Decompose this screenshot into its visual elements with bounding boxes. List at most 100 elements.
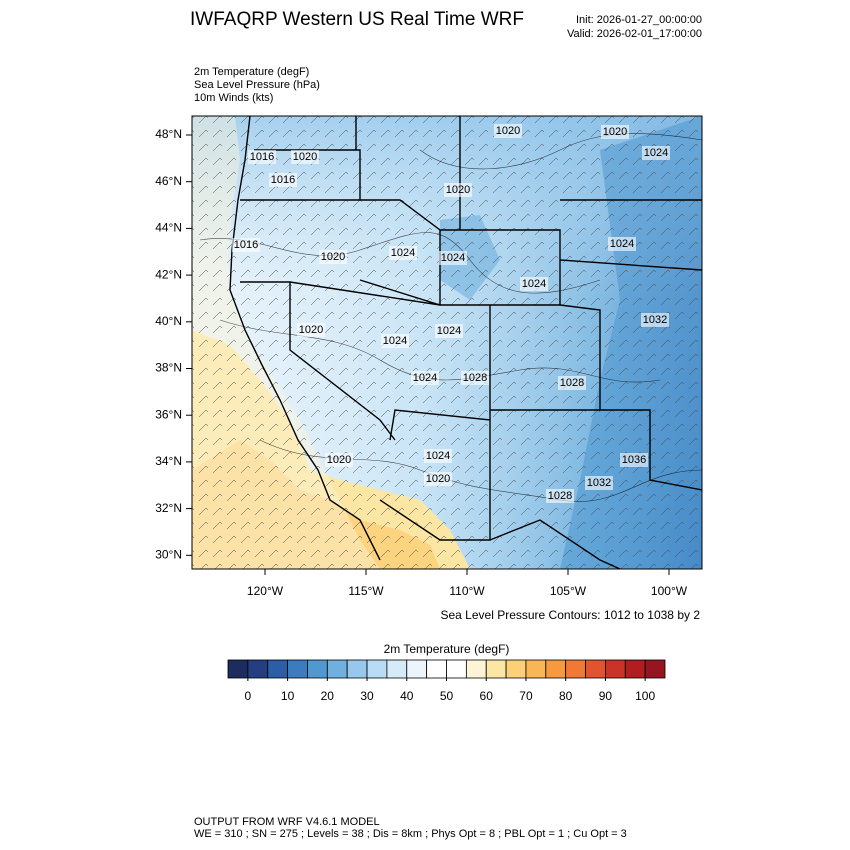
coastline bbox=[229, 116, 381, 561]
contour-label: 1028 bbox=[560, 377, 584, 389]
contour-label-box bbox=[269, 173, 297, 187]
colorbar-box bbox=[386, 659, 408, 679]
colorbar-box bbox=[525, 659, 547, 679]
colorbar-tick-label: 40 bbox=[400, 689, 414, 703]
contour-label-box bbox=[642, 146, 670, 160]
contour-label: 1024 bbox=[610, 238, 634, 250]
contour-label-box bbox=[248, 150, 276, 164]
lat-label: 32°N bbox=[155, 501, 182, 515]
contour-label: 1020 bbox=[327, 454, 351, 466]
colorbar-box bbox=[545, 659, 567, 679]
contour-label: 1020 bbox=[321, 251, 345, 263]
valid-time: Valid: 2026-02-01_17:00:00 bbox=[567, 28, 702, 40]
colorbar-box bbox=[366, 659, 388, 679]
contour-label-box bbox=[620, 453, 648, 467]
colorbar-box bbox=[346, 659, 368, 679]
contour-label-box bbox=[439, 251, 467, 265]
colorbar-box bbox=[485, 659, 507, 679]
colorbar-box bbox=[267, 659, 288, 679]
colorbar-tick-label: 60 bbox=[480, 689, 494, 703]
contour-label-box bbox=[319, 250, 347, 264]
contour-label: 1020 bbox=[293, 151, 317, 163]
lat-label: 44°N bbox=[155, 221, 182, 235]
contour-label-box bbox=[435, 324, 463, 338]
colorbar-box bbox=[505, 659, 527, 679]
map-frame bbox=[191, 115, 703, 570]
lon-label: 120°W bbox=[247, 584, 284, 598]
contour-note: Sea Level Pressure Contours: 1012 to 103… bbox=[441, 608, 701, 622]
colorbar-box bbox=[406, 659, 428, 679]
contour-label: 1032 bbox=[643, 314, 667, 326]
contour-label-box bbox=[424, 472, 452, 486]
footer-line: WE = 310 ; SN = 275 ; Levels = 38 ; Dis … bbox=[194, 828, 627, 840]
colorbar-tick-label: 30 bbox=[360, 689, 374, 703]
contour-label: 1028 bbox=[548, 490, 572, 502]
lon-label: 105°W bbox=[550, 584, 587, 598]
contour-label: 1024 bbox=[426, 450, 450, 462]
colorbar-box bbox=[565, 659, 586, 679]
contour-label-box bbox=[444, 183, 472, 197]
contour-label: 1020 bbox=[446, 184, 470, 196]
contour-label-box bbox=[381, 334, 409, 348]
contour-label-box bbox=[325, 453, 353, 467]
contour-label-box bbox=[546, 489, 574, 503]
contour-label-box bbox=[461, 371, 489, 385]
colorbar-box bbox=[287, 659, 308, 679]
contour-label: 1020 bbox=[496, 125, 520, 137]
contour-label-box bbox=[585, 476, 613, 490]
colorbar-box bbox=[426, 659, 447, 679]
contour-label-box bbox=[641, 313, 669, 327]
lat-label: 30°N bbox=[155, 547, 182, 561]
contour-label: 1024 bbox=[437, 325, 461, 337]
contour-label-box bbox=[389, 246, 417, 260]
colorbar-box bbox=[227, 659, 249, 679]
lon-label: 100°W bbox=[651, 584, 688, 598]
colorbar-tick-label: 100 bbox=[635, 689, 655, 703]
boundaries bbox=[229, 116, 702, 569]
colorbar-box bbox=[605, 659, 626, 679]
colorbar-tick-label: 80 bbox=[559, 689, 573, 703]
contour-label: 1020 bbox=[426, 473, 450, 485]
colorbar-box bbox=[446, 659, 467, 679]
map-field bbox=[192, 116, 702, 569]
lat-label: 48°N bbox=[155, 127, 182, 141]
contour-label: 1024 bbox=[522, 278, 546, 290]
field-label: 2m Temperature (degF) bbox=[194, 66, 309, 78]
colorbar-box bbox=[307, 659, 328, 679]
contour-label: 1016 bbox=[271, 174, 295, 186]
contour-label: 1016 bbox=[250, 151, 274, 163]
lat-label: 36°N bbox=[155, 407, 182, 421]
colorbar-tick-label: 10 bbox=[281, 689, 295, 703]
contour-label-box bbox=[232, 238, 260, 252]
contour-label: 1024 bbox=[391, 247, 415, 259]
contour-label: 1016 bbox=[234, 239, 258, 251]
colorbar-box bbox=[247, 659, 269, 679]
contour-label: 1024 bbox=[413, 372, 437, 384]
lat-label: 38°N bbox=[155, 361, 182, 375]
colorbar-box bbox=[326, 659, 348, 679]
contour-label: 1024 bbox=[441, 252, 465, 264]
contour-label: 1024 bbox=[644, 147, 668, 159]
title: IWFAQRP Western US Real Time WRF bbox=[190, 9, 524, 30]
init-time: Init: 2026-01-27_00:00:00 bbox=[576, 14, 702, 26]
colorbar-box bbox=[644, 659, 666, 679]
contour-label: 1020 bbox=[299, 324, 323, 336]
colorbar-box bbox=[465, 659, 487, 679]
contour-label-box bbox=[558, 376, 586, 390]
contour-label-box bbox=[411, 371, 439, 385]
field-label: 10m Winds (kts) bbox=[194, 92, 273, 104]
colorbar-title: 2m Temperature (degF) bbox=[384, 642, 510, 656]
contour-label: 1036 bbox=[622, 454, 646, 466]
lon-label: 110°W bbox=[449, 584, 485, 598]
contour-label-box bbox=[291, 150, 319, 164]
contour-label-box bbox=[520, 277, 548, 291]
contour-label-box bbox=[608, 237, 636, 251]
colorbar-tick-label: 70 bbox=[519, 689, 533, 703]
contour-label-box bbox=[424, 449, 452, 463]
colorbar-tick-label: 0 bbox=[245, 689, 252, 703]
lat-label: 40°N bbox=[155, 314, 182, 328]
lat-label: 42°N bbox=[155, 267, 182, 281]
colorbar-tick-label: 50 bbox=[440, 689, 454, 703]
lat-label: 34°N bbox=[155, 454, 182, 468]
